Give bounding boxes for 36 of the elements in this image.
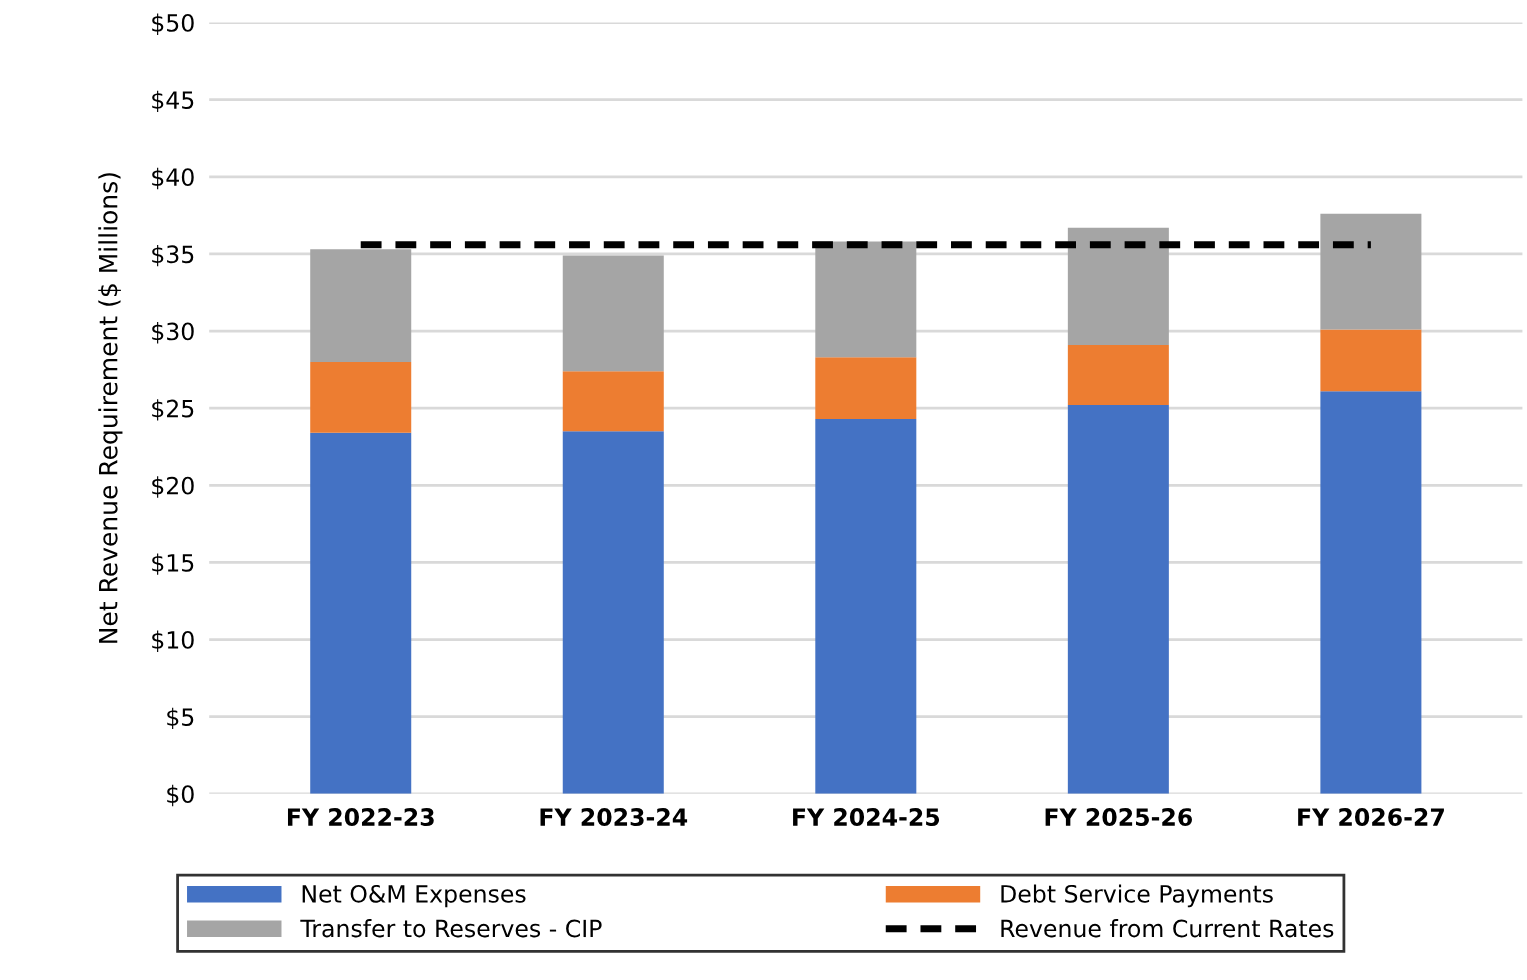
x-tick-label: FY 2023-24 bbox=[540, 808, 688, 826]
bar bbox=[1067, 227, 1169, 345]
bar bbox=[815, 418, 917, 794]
x-tick-label: FY 2022-23 bbox=[287, 808, 434, 826]
bar bbox=[562, 371, 664, 432]
y-tick-label: $25 bbox=[152, 399, 194, 421]
bar bbox=[310, 432, 412, 794]
bar bbox=[310, 361, 412, 433]
bar bbox=[1320, 213, 1422, 330]
bar bbox=[562, 255, 664, 372]
y-tick-label: $0 bbox=[167, 784, 194, 807]
y-tick-label: $40 bbox=[152, 167, 194, 190]
y-tick-label: $10 bbox=[152, 630, 194, 652]
y-tick-label: $45 bbox=[152, 90, 194, 113]
legend-label: Transfer to Reserves - CIP bbox=[300, 919, 602, 938]
x-tick-label: FY 2025-26 bbox=[1045, 808, 1192, 826]
legend-label: Net O&M Expenses bbox=[302, 884, 526, 908]
y-tick-label: $5 bbox=[167, 707, 194, 730]
legend-label: Revenue from Current Rates bbox=[1001, 919, 1334, 938]
bar bbox=[815, 357, 917, 419]
y-tick-label: $35 bbox=[152, 244, 194, 267]
y-tick-label: $15 bbox=[152, 553, 194, 575]
x-tick-label: FY 2026-27 bbox=[1298, 808, 1444, 826]
bar bbox=[310, 249, 412, 362]
legend-label: Debt Service Payments bbox=[1001, 884, 1273, 908]
y-tick-label: $50 bbox=[152, 13, 194, 35]
x-tick-label: FY 2024-25 bbox=[793, 808, 940, 826]
bar bbox=[1320, 391, 1422, 794]
y-tick-label: $20 bbox=[152, 476, 194, 498]
y-axis-title: Net Revenue Requirement ($ Millions) bbox=[98, 173, 123, 643]
bar bbox=[562, 431, 664, 794]
bar bbox=[1067, 344, 1169, 406]
bar bbox=[1320, 329, 1422, 392]
bar bbox=[1067, 405, 1169, 794]
y-tick-label: $30 bbox=[152, 322, 194, 344]
bar bbox=[815, 241, 917, 358]
